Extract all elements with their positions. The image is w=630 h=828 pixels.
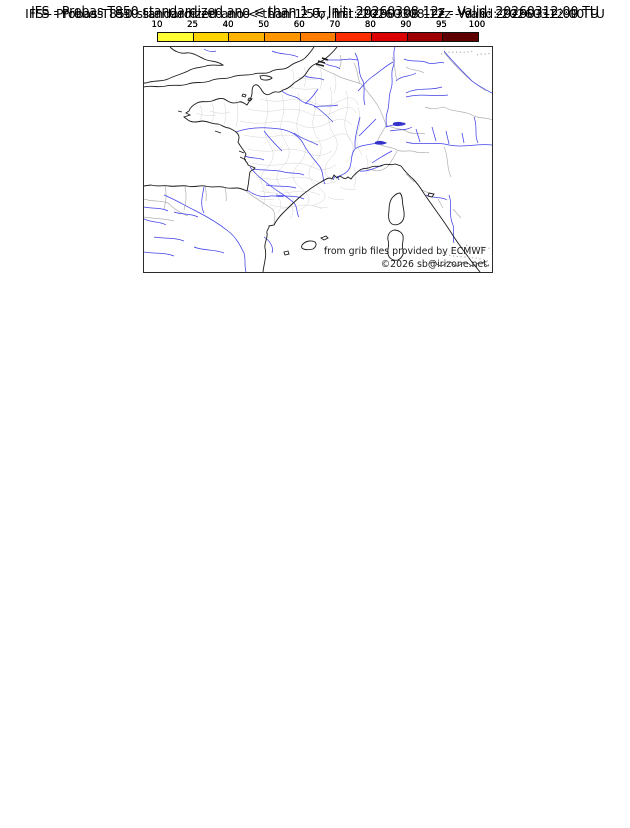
colorbar-tick-label: 50 [258, 20, 270, 30]
france-map [144, 47, 492, 272]
colorbar-tick-row: 10 25 40 50 60 70 80 90 95 100 [152, 20, 486, 31]
colorbar-segment [336, 33, 373, 41]
colorbar-tick-label: 40 [222, 20, 234, 30]
colorbar-tick-label: 95 [435, 20, 447, 30]
colorbar-tick-row: 10 25 40 50 60 70 80 90 95 100 [152, 20, 486, 31]
colorbar-tick-label: 25 [187, 20, 199, 30]
colorbar-tick-label: 40 [222, 20, 234, 30]
colorbar-tick-label: 60 [293, 20, 305, 30]
colorbar-tick-label: 25 [187, 20, 199, 30]
colorbar-tick-label: 80 [364, 20, 376, 30]
colorbar-segment [229, 33, 266, 41]
colorbar-tick-label: 95 [435, 20, 447, 30]
colorbar-segment [372, 33, 408, 41]
colorbar-tick-label: 95 [435, 20, 447, 30]
panel-title: IFS - Probas T850 standardized ano < tha… [31, 6, 599, 21]
colorbar-tick-label: 60 [293, 20, 305, 30]
colorbar-segment [158, 33, 194, 41]
colorbar: 10 25 40 50 60 70 80 90 95 100 [152, 20, 486, 42]
watermark-strike-squiggle [429, 261, 489, 267]
panel-sigma-2: IFS - Probas T850 standardized ano < tha… [0, 0, 630, 273]
colorbar-track [157, 32, 479, 42]
colorbar-tick-label: 10 [151, 20, 163, 30]
panel-title: IFS - Probas T850 standardized ano < tha… [31, 3, 599, 18]
colorbar-segment [407, 33, 444, 41]
ecmwf-watermark: from grib files provided by ECMWF [323, 246, 486, 257]
colorbar-tick-label: 70 [329, 20, 341, 30]
colorbar-tick-row: 10 25 40 50 60 70 80 90 95 100 [152, 20, 486, 31]
colorbar-tick-label: 40 [222, 20, 234, 30]
colorbar-tick-label: 90 [400, 20, 412, 30]
colorbar-tick-label: 100 [468, 20, 486, 30]
colorbar-segment [193, 33, 230, 41]
map-frame: from grib files provided by ECMWF ©2026 … [143, 46, 493, 273]
colorbar-tick-label: 60 [293, 20, 305, 30]
colorbar-segment [443, 33, 479, 41]
panel-title: IFS - Probas T850 standardized ano < tha… [25, 6, 605, 21]
colorbar-tick-label: 50 [258, 20, 270, 30]
colorbar-segment [265, 33, 301, 41]
colorbar-tick-label: 50 [258, 20, 270, 30]
colorbar-tick-label: 25 [187, 20, 199, 30]
colorbar-tick-label: 10 [151, 20, 163, 30]
colorbar-tick-label: 10 [151, 20, 163, 30]
colorbar-tick-label: 100 [468, 20, 486, 30]
colorbar-tick-label: 80 [364, 20, 376, 30]
colorbar-tick-label: 70 [329, 20, 341, 30]
colorbar-tick-label: 90 [400, 20, 412, 30]
copyright-text: ©2026 sb@irizone.net [380, 259, 487, 270]
colorbar-segment [300, 33, 337, 41]
colorbar-tick-label: 80 [364, 20, 376, 30]
colorbar-tick-label: 100 [468, 20, 486, 30]
colorbar-tick-label: 90 [400, 20, 412, 30]
colorbar-tick-label: 70 [329, 20, 341, 30]
